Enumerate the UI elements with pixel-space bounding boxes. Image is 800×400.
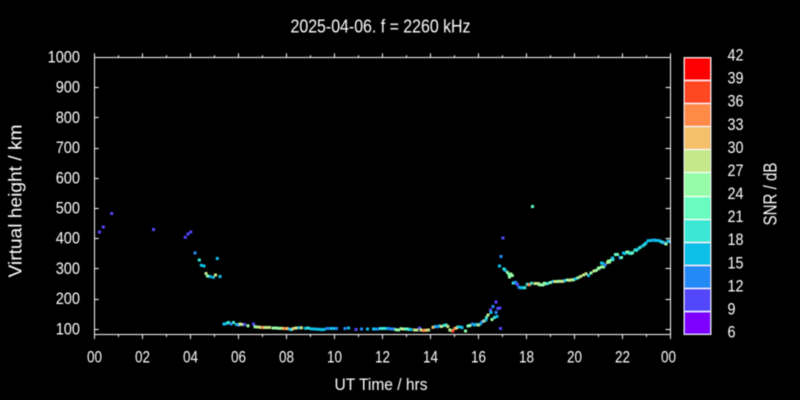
svg-text:24: 24 xyxy=(728,185,744,203)
svg-text:08: 08 xyxy=(279,349,294,367)
svg-text:2025-04-06. f = 2260 kHz: 2025-04-06. f = 2260 kHz xyxy=(291,16,471,37)
svg-text:6: 6 xyxy=(728,324,736,342)
svg-text:15: 15 xyxy=(728,254,744,272)
svg-text:10: 10 xyxy=(327,349,342,367)
svg-text:600: 600 xyxy=(56,169,80,187)
svg-text:02: 02 xyxy=(135,349,150,367)
svg-text:39: 39 xyxy=(728,70,744,88)
svg-text:42: 42 xyxy=(728,47,744,65)
svg-text:12: 12 xyxy=(375,349,390,367)
svg-text:100: 100 xyxy=(56,320,80,338)
svg-text:400: 400 xyxy=(56,230,80,248)
svg-text:200: 200 xyxy=(56,290,80,308)
svg-text:9: 9 xyxy=(728,300,736,318)
svg-text:18: 18 xyxy=(728,231,744,249)
svg-text:Virtual height / km: Virtual height / km xyxy=(6,125,26,278)
svg-text:00: 00 xyxy=(661,349,676,367)
svg-text:36: 36 xyxy=(728,93,744,111)
svg-text:1000: 1000 xyxy=(48,48,80,66)
svg-text:20: 20 xyxy=(567,349,582,367)
svg-text:27: 27 xyxy=(728,162,744,180)
svg-text:900: 900 xyxy=(56,79,80,97)
svg-text:800: 800 xyxy=(56,109,80,127)
svg-text:22: 22 xyxy=(615,349,630,367)
svg-text:06: 06 xyxy=(231,349,246,367)
svg-text:12: 12 xyxy=(728,277,744,295)
svg-text:18: 18 xyxy=(519,349,534,367)
svg-text:500: 500 xyxy=(56,200,80,218)
svg-text:30: 30 xyxy=(728,139,744,157)
svg-text:33: 33 xyxy=(728,116,744,134)
svg-text:SNR / dB: SNR / dB xyxy=(761,163,781,226)
svg-text:00: 00 xyxy=(87,349,102,367)
svg-text:300: 300 xyxy=(56,260,80,278)
svg-text:14: 14 xyxy=(423,349,438,367)
svg-text:700: 700 xyxy=(56,139,80,157)
svg-text:16: 16 xyxy=(471,349,486,367)
svg-text:21: 21 xyxy=(728,208,744,226)
svg-text:04: 04 xyxy=(183,349,198,367)
svg-text:UT Time / hrs: UT Time / hrs xyxy=(335,376,428,394)
